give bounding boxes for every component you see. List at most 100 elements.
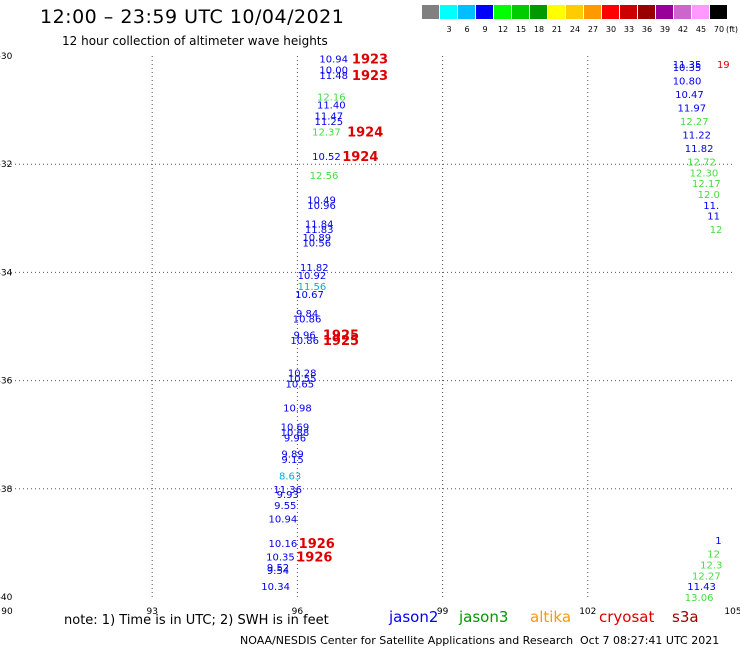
wave-height-label: 9.93	[277, 490, 299, 501]
wave-height-label: 10.86	[290, 336, 319, 347]
wave-height-label: 11.83	[305, 225, 334, 236]
legend-entry: altika	[530, 608, 572, 626]
wave-height-label: 10.49	[307, 195, 336, 206]
wave-height-label-east: 12.17	[692, 179, 721, 190]
chart-subtitle: 12 hour collection of altimeter wave hei…	[62, 34, 328, 48]
scale-label: 21	[551, 25, 563, 34]
scale-label: 36	[641, 25, 653, 34]
data-labels: 10.9410.0011.4812.1611.4011.4711.2512.37…	[261, 55, 729, 604]
scale-swatch	[422, 5, 439, 19]
wave-height-label: 10.16	[269, 539, 298, 550]
wave-height-label-east: 12.0	[698, 190, 720, 201]
y-tick-label: -32	[0, 160, 12, 170]
wave-height-label: 10.94	[269, 515, 298, 526]
wave-height-label-east: 11	[707, 212, 720, 223]
wave-height-label: 10.94	[319, 55, 348, 66]
wave-height-label-east: 13.06	[685, 593, 714, 604]
legend-entry: jason2	[389, 608, 439, 626]
scale-swatch	[458, 5, 475, 19]
scale-swatch	[530, 5, 547, 19]
wave-height-label-east: 11.97	[678, 103, 707, 114]
scale-swatch	[476, 5, 493, 19]
scale-label: 6	[464, 25, 470, 34]
wave-height-label: 9.15	[281, 455, 303, 466]
time-label: 1925	[323, 329, 359, 344]
wave-height-label: 10.98	[283, 404, 312, 415]
time-label: 1926	[296, 550, 332, 565]
wave-height-label: 9.89	[281, 450, 303, 461]
y-tick-label: -34	[0, 268, 13, 278]
scale-swatch	[440, 5, 457, 19]
wave-height-label: 11.47	[315, 112, 344, 123]
time-label: 1925	[323, 334, 359, 349]
wave-height-label: 10.96	[307, 201, 336, 212]
wave-height-label: 9.54	[267, 566, 289, 577]
chart-title: 12:00 – 23:59 UTC 10/04/2021	[40, 6, 345, 28]
wave-height-label: 10.56	[302, 239, 331, 250]
scale-label: 18	[533, 25, 545, 34]
scale-label: 9	[482, 25, 488, 34]
x-tick-label: 105	[724, 607, 740, 617]
wave-height-label-east: 12	[710, 225, 723, 236]
x-tick-labels: 90 93 96 99 102 105	[1, 607, 740, 617]
wave-height-label-east: 19	[717, 60, 730, 71]
legend-entry: cryosat	[599, 608, 655, 626]
wave-height-label: 12.56	[310, 171, 339, 182]
scale-label: 27	[587, 25, 599, 34]
x-tick-label: 99	[437, 607, 449, 617]
wave-height-label: 11.40	[317, 101, 346, 112]
credit-text: NOAA/NESDIS Center for Satellite Applica…	[240, 634, 574, 647]
wave-height-label: 12.16	[317, 93, 346, 104]
scale-label: 30	[605, 25, 617, 34]
wave-height-label: 10.86	[293, 314, 322, 325]
wave-height-label-east: 11.43	[687, 582, 716, 593]
wave-height-label: 9.96	[284, 433, 306, 444]
y-tick-labels: -30 -32 -34 -36 -38 -40	[0, 52, 13, 603]
footer-note: note: 1) Time is in UTC; 2) SWH is in fe…	[64, 613, 329, 628]
wave-height-label: 10.88	[281, 428, 310, 439]
scale-label: 70	[713, 25, 725, 34]
y-tick-label: -40	[0, 593, 13, 603]
scale-label: 45	[695, 25, 707, 34]
wave-height-label-east: 1	[715, 536, 721, 547]
scale-swatch	[674, 5, 691, 19]
wave-height-label: 10.67	[295, 290, 324, 301]
wave-height-label-east: 10.80	[673, 76, 702, 87]
y-tick-label: -38	[0, 485, 13, 495]
y-tick-label: -30	[0, 52, 13, 62]
x-tick-label: 93	[146, 607, 157, 617]
wave-height-label: 9.55	[274, 501, 296, 512]
scale-label: 42	[677, 25, 689, 34]
x-tick-label: 96	[292, 607, 304, 617]
wave-height-label: 10.28	[288, 368, 317, 379]
scale-swatch	[692, 5, 709, 19]
x-tick-label: 90	[1, 607, 13, 617]
wave-height-label: 10.69	[281, 423, 310, 434]
wave-height-label: 8.63	[279, 471, 301, 482]
scale-swatch	[584, 5, 601, 19]
wave-height-label-east: 11.	[703, 201, 719, 212]
scale-swatch	[548, 5, 565, 19]
grid-lines	[7, 56, 733, 597]
time-label: 1923	[352, 53, 388, 68]
wave-height-label: 10.55	[288, 374, 317, 385]
time-label: 1924	[347, 126, 383, 141]
scale-label: 15	[515, 25, 527, 34]
wave-height-label-east: 11.82	[685, 144, 714, 155]
legend-entry: jason3	[459, 608, 509, 626]
wave-height-label-east: 11.35	[673, 60, 702, 71]
wave-height-label-east: 12.30	[690, 168, 719, 179]
wave-height-label: 10.65	[285, 379, 314, 390]
wave-height-label: 11.82	[300, 263, 329, 274]
scale-swatch	[656, 5, 673, 19]
wave-height-label-east: 11.22	[682, 130, 711, 141]
scale-swatch	[710, 5, 727, 19]
scale-label: 39	[659, 25, 671, 34]
wave-height-label: 9.52	[267, 563, 289, 574]
scale-label: 33	[623, 25, 635, 34]
wave-height-label-east: 12.27	[680, 117, 709, 128]
wave-height-label: 12.37	[312, 128, 341, 139]
wave-height-label: 9.96	[294, 331, 316, 342]
time-label: 1924	[342, 150, 378, 165]
